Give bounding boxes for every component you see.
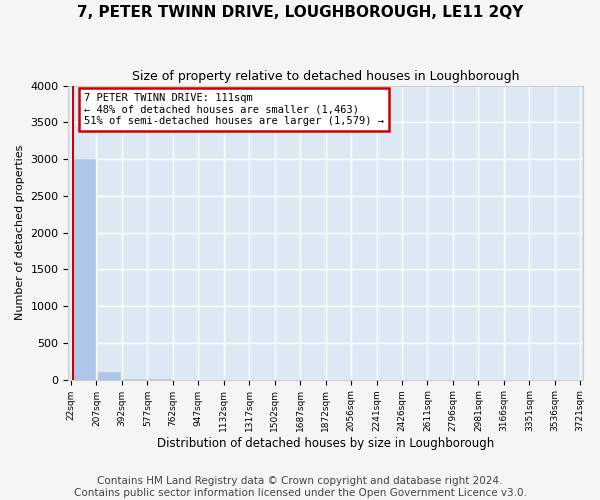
Text: Contains HM Land Registry data © Crown copyright and database right 2024.
Contai: Contains HM Land Registry data © Crown c… — [74, 476, 526, 498]
Y-axis label: Number of detached properties: Number of detached properties — [15, 145, 25, 320]
X-axis label: Distribution of detached houses by size in Loughborough: Distribution of detached houses by size … — [157, 437, 494, 450]
Title: Size of property relative to detached houses in Loughborough: Size of property relative to detached ho… — [132, 70, 520, 83]
Bar — [73, 159, 95, 380]
Text: 7 PETER TWINN DRIVE: 111sqm
← 48% of detached houses are smaller (1,463)
51% of : 7 PETER TWINN DRIVE: 111sqm ← 48% of det… — [84, 93, 384, 126]
Bar — [98, 372, 120, 380]
Text: 7, PETER TWINN DRIVE, LOUGHBOROUGH, LE11 2QY: 7, PETER TWINN DRIVE, LOUGHBOROUGH, LE11… — [77, 5, 523, 20]
